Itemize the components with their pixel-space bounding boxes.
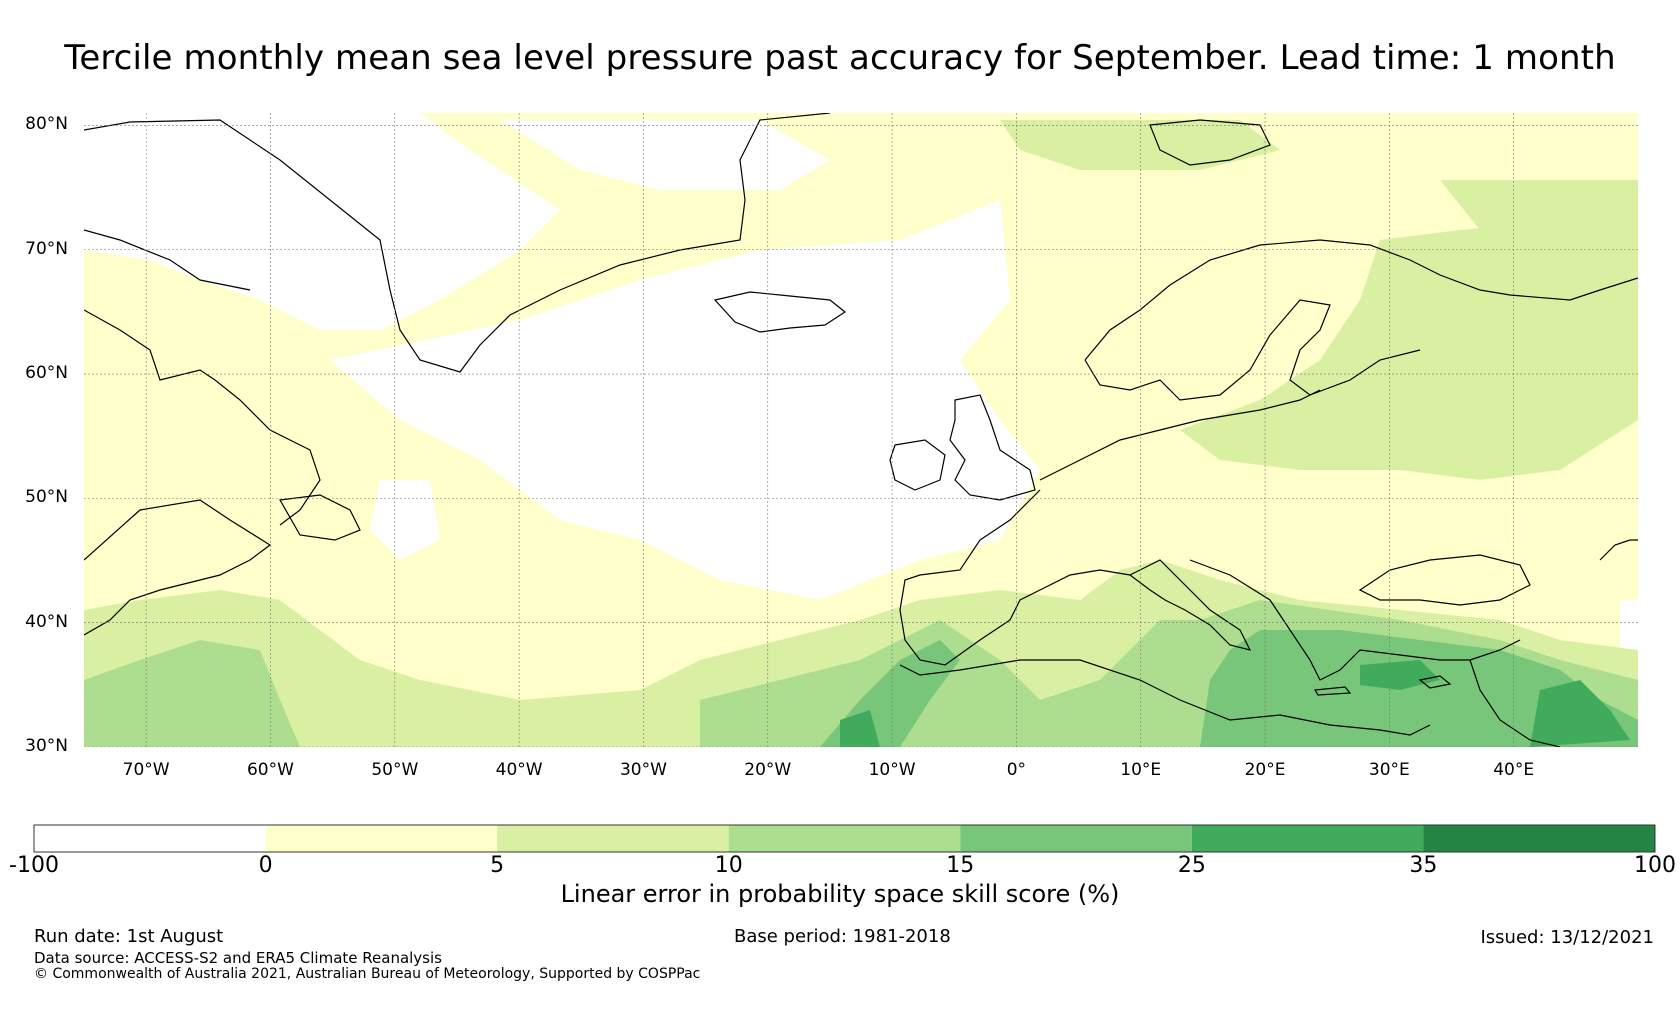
skill-region-white [84,113,560,330]
east-coastline [1599,539,1638,561]
coastlines [84,113,1638,747]
colorbar-segment [34,825,266,852]
copyright: © Commonwealth of Australia 2021, Austra… [34,966,701,982]
colorbar-segment [497,825,729,852]
longitude-label: 10°W [868,760,916,780]
colorbar-segment [960,825,1192,852]
colorbar-label: Linear error in probability space skill … [560,880,1120,908]
britain-coastline [949,394,1036,501]
colorbar-segment [1191,825,1424,852]
labrador-coastline [84,309,321,526]
black-sea-coastline [1358,554,1531,606]
colorbar-segment [1423,825,1655,852]
colorbar-tick-label: 10 [714,853,743,878]
iceland-coastline [713,291,847,333]
longitude-label: 0° [1006,760,1027,780]
base-period: Base period: 1981-2018 [734,926,951,947]
longitude-label: 30°E [1368,760,1410,780]
colorbar-tick-label: 5 [490,853,505,878]
skill-region-5-10 [1180,220,1638,480]
skill-regions [84,113,1638,747]
colorbar-tick-label: 35 [1409,853,1438,878]
skill-region-25-35 [1530,680,1630,747]
colorbar-segment [265,825,498,852]
newfoundland-coastline [279,494,361,541]
longitude-label: 40°W [495,760,543,780]
colorbar-tick-label: 25 [1177,853,1206,878]
longitude-label: 50°W [371,760,419,780]
scandinavia-coastline [1084,239,1638,361]
latitude-label: 60°N [25,363,68,384]
cyprus-coastline [1418,675,1452,689]
colorbar [33,824,1656,853]
map-title: Tercile monthly mean sea level pressure … [64,38,1616,78]
longitude-label: 30°W [619,760,667,780]
france-iberia-coastline [899,489,1131,666]
scandinavia-south-coastline [1084,299,1421,401]
nova-scotia-coastline [84,499,272,636]
longitude-label: 20°W [744,760,792,780]
skill-region-25-35 [1360,660,1440,690]
map-gridlines [84,113,1638,747]
colorbar-segment [728,825,961,852]
latitude-label: 80°N [25,114,68,135]
latitude-label: 70°N [25,238,68,259]
colorbar-tick-label: 0 [258,853,273,878]
levant-coastline [1469,659,1561,747]
longitude-label: 70°W [122,760,170,780]
colorbar-frame [33,824,1656,853]
skill-region-5-10 [1000,120,1280,170]
skill-region-white [330,200,1040,600]
skill-region-10-15 [84,640,300,747]
skill-region-white [1620,600,1638,650]
longitude-label: 10°E [1120,760,1162,780]
colorbar-tick-label: 15 [946,853,975,878]
longitude-label: 60°W [246,760,294,780]
crete-coastline [1313,686,1352,696]
latitude-label: 40°N [25,611,68,632]
colorbar-tick-label: 100 [1634,853,1676,878]
north-africa-coastline [899,659,1431,736]
italy-coastline [1128,559,1252,651]
svalbard-coastline [1149,119,1271,166]
skill-region-white [370,480,440,560]
issued-date: Issued: 13/12/2021 [1480,927,1654,948]
data-source: Data source: ACCESS-S2 and ERA5 Climate … [34,949,442,967]
skill-region-5-10 [1440,180,1638,230]
longitude-label: 20°E [1244,760,1286,780]
skill-region-white [500,120,830,190]
colorbar-tick-label: -100 [9,853,59,878]
europe-atlantic-coastline [1039,389,1321,481]
latitude-label: 30°N [25,736,68,756]
longitude-label: 40°E [1493,760,1535,780]
greenland-coastline [84,113,831,373]
skill-region-25-35 [840,710,880,747]
run-date: Run date: 1st August [34,926,224,947]
ireland-coastline [889,439,946,491]
latitude-label: 50°N [25,487,68,508]
canada-arctic-coastline [84,229,251,291]
